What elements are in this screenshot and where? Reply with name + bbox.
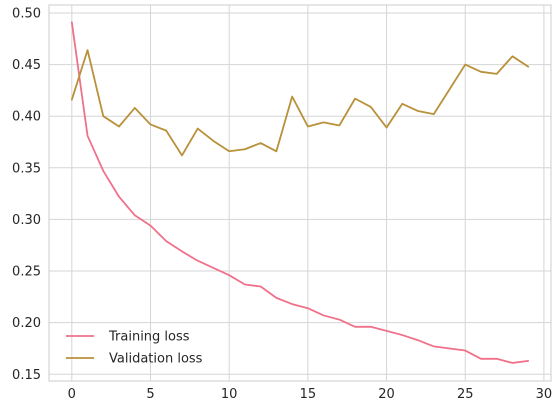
grid — [49, 5, 551, 381]
y-tick-label: 0.25 — [12, 265, 41, 280]
legend-item-training-loss: Training loss — [66, 330, 190, 345]
plot-area — [48, 4, 552, 382]
y-tick-label: 0.15 — [12, 368, 41, 383]
x-tick-label: 15 — [300, 387, 317, 402]
legend-item-validation-loss: Validation loss — [66, 352, 203, 367]
x-tick-label: 10 — [221, 387, 238, 402]
y-tick-label: 0.20 — [12, 316, 41, 331]
x-tick-label: 25 — [457, 387, 474, 402]
series-line-validation-loss — [70, 49, 530, 157]
y-tick-label: 0.45 — [12, 58, 41, 73]
y-tick-label: 0.50 — [12, 6, 41, 21]
x-tick-label: 0 — [68, 387, 76, 402]
x-tick-label: 30 — [536, 387, 553, 402]
series-line-training-loss — [70, 21, 530, 364]
legend: Training loss Validation loss — [66, 330, 203, 367]
series-layer — [70, 21, 530, 364]
x-axis: 0 5 10 15 20 25 30 — [68, 387, 553, 402]
y-tick-label: 0.30 — [12, 213, 41, 228]
y-tick-label: 0.40 — [12, 110, 41, 125]
x-tick-label: 20 — [378, 387, 395, 402]
y-axis: 0.15 0.20 0.25 0.30 0.35 0.40 0.45 0.50 — [12, 6, 41, 382]
y-tick-label: 0.35 — [12, 161, 41, 176]
x-tick-label: 5 — [146, 387, 154, 402]
legend-label: Training loss — [108, 330, 190, 345]
legend-label: Validation loss — [109, 352, 203, 367]
